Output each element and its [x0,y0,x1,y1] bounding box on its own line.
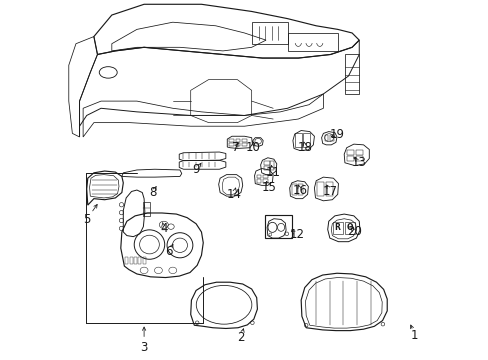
Text: 12: 12 [289,228,305,241]
Bar [235,139,240,142]
Text: 13: 13 [351,156,366,169]
Text: 1: 1 [410,329,418,342]
Bar [325,182,332,196]
Text: 10: 10 [245,141,261,154]
Text: 7: 7 [231,141,239,154]
Bar [346,150,353,155]
Text: O: O [346,223,352,232]
Bar [329,135,333,141]
Bar [270,161,273,170]
Bar [303,134,309,147]
Bar [346,156,353,161]
Bar [355,156,363,161]
Bar [295,134,301,147]
Bar [138,257,141,264]
Bar [263,179,267,183]
Bar [344,54,359,94]
Bar [263,175,267,178]
Bar [134,257,137,264]
Bar [344,222,354,234]
Bar [333,222,343,234]
Bar [298,184,303,195]
Bar [263,161,269,165]
Bar [263,166,269,170]
Text: 14: 14 [226,188,241,201]
Bar [143,202,149,216]
Text: 17: 17 [323,185,337,198]
Text: 4: 4 [160,222,167,235]
Text: 8: 8 [149,186,157,199]
Text: 2: 2 [237,331,244,344]
Text: 20: 20 [347,225,362,238]
Bar [125,257,128,264]
Text: 11: 11 [265,166,280,179]
Bar [242,139,246,142]
Text: 15: 15 [262,181,277,194]
Text: 5: 5 [83,213,90,226]
Bar [142,257,145,264]
Bar [242,143,246,146]
Bar [355,150,363,155]
Text: 19: 19 [329,127,344,141]
Text: R: R [333,223,339,232]
Bar [291,184,296,195]
Text: 3: 3 [140,341,147,354]
Text: 9: 9 [192,163,200,176]
Bar [265,215,292,238]
Bar [256,179,261,183]
Text: 6: 6 [165,245,173,258]
Text: 16: 16 [292,184,307,197]
Bar [129,257,132,264]
Bar [229,139,233,142]
Bar [287,33,337,51]
Bar [316,182,324,196]
Bar [235,143,240,146]
Bar [324,135,328,141]
Bar [251,22,287,44]
Bar [256,175,261,178]
Bar [229,143,233,146]
Text: 18: 18 [297,141,312,154]
